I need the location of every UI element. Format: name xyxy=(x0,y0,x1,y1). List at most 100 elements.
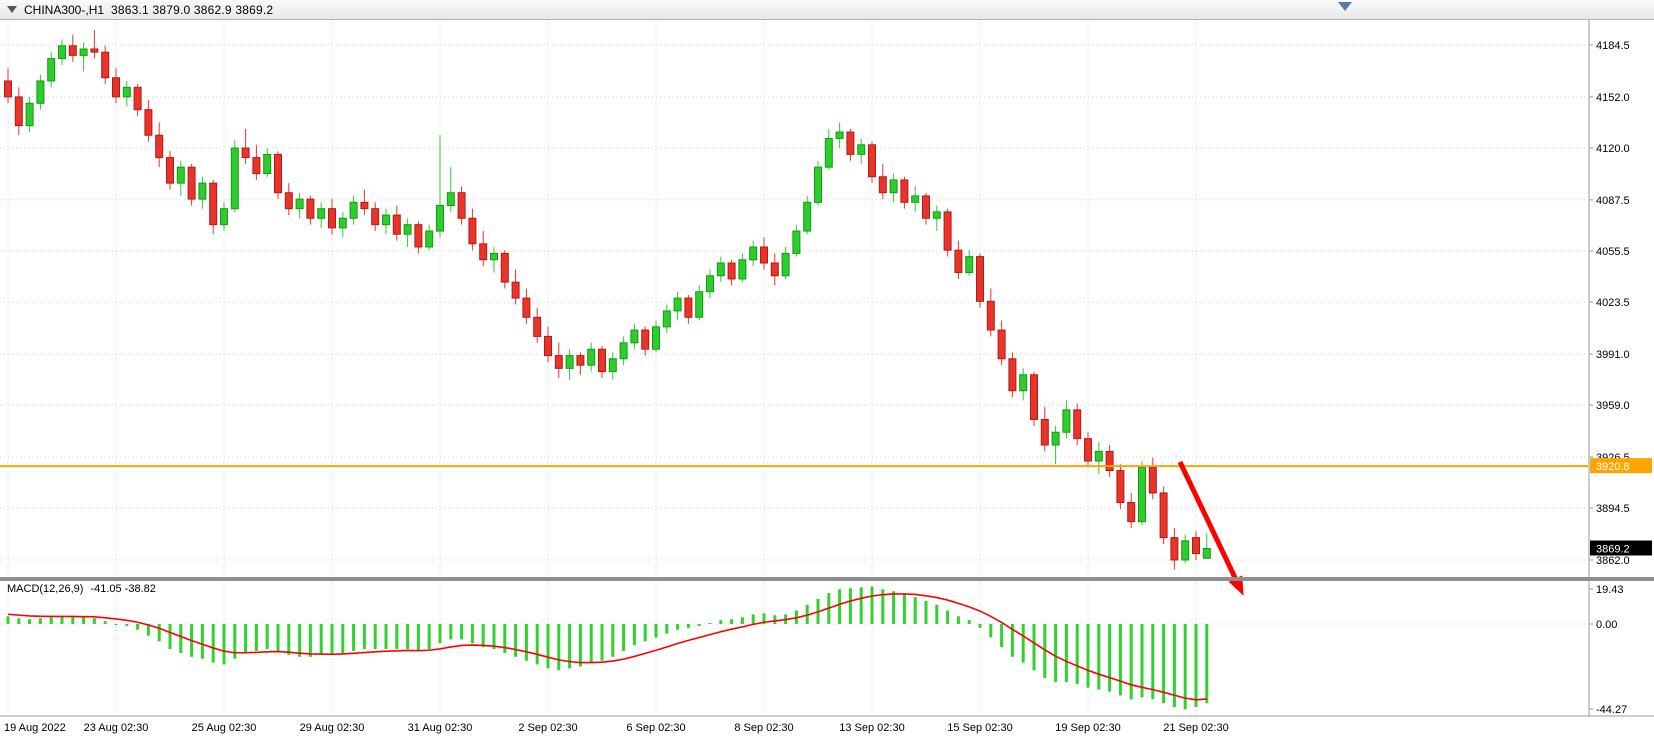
candle xyxy=(230,140,239,212)
macd-histogram-bar xyxy=(654,624,658,638)
price-axis-label: 4087.5 xyxy=(1596,195,1630,207)
candle xyxy=(1094,441,1103,474)
macd-histogram-bar xyxy=(751,614,755,624)
candle-body xyxy=(932,211,941,219)
candle-body xyxy=(576,355,585,366)
macd-histogram-bar xyxy=(1205,624,1209,704)
candle xyxy=(846,128,855,161)
candle xyxy=(1116,464,1125,509)
candle xyxy=(760,237,768,270)
panel-separator[interactable] xyxy=(0,577,1654,581)
macd-histogram-bar xyxy=(902,594,906,624)
price-scale[interactable]: 4184.5 4152.0 4120.0 4087.5 4055.5 4023.5 3991… xyxy=(1588,20,1654,754)
candle xyxy=(1105,445,1114,477)
candle-body xyxy=(662,310,671,328)
candle-body xyxy=(371,208,380,226)
candle xyxy=(1084,432,1092,468)
price-scale-bg[interactable] xyxy=(1589,20,1654,754)
macd-histogram-bar xyxy=(1108,624,1112,692)
macd-histogram-bar xyxy=(6,616,10,624)
candle xyxy=(716,256,725,283)
candle-body xyxy=(965,256,974,274)
macd-histogram-bar xyxy=(146,624,150,636)
macd-histogram-bar xyxy=(1129,624,1133,700)
chart-shift-marker[interactable] xyxy=(1338,2,1352,11)
candle xyxy=(79,42,88,72)
candle xyxy=(317,202,326,228)
candle-body xyxy=(479,243,488,261)
candle xyxy=(587,342,596,372)
candle-body xyxy=(4,80,12,98)
macd-histogram-bar xyxy=(524,624,528,661)
symbol-title: CHINA300-,H1 xyxy=(24,2,105,17)
macd-histogram-bar xyxy=(49,617,53,624)
time-axis-label: 15 Sep 02:30 xyxy=(947,722,1012,734)
macd-histogram-bar xyxy=(913,596,917,624)
macd-histogram-bar xyxy=(578,624,582,667)
macd-axis-label: 19.43 xyxy=(1596,584,1624,596)
candle xyxy=(932,205,941,232)
time-axis-label: 2 Sep 02:30 xyxy=(518,722,577,734)
candle-body xyxy=(263,153,272,175)
candle xyxy=(274,151,282,200)
macd-signal-line xyxy=(7,593,1207,701)
candle-body xyxy=(792,230,801,254)
macd-histogram-bar xyxy=(686,624,690,628)
candle xyxy=(706,269,714,299)
candle xyxy=(1181,534,1190,564)
candle-body xyxy=(824,137,833,168)
candle xyxy=(284,183,293,216)
candle xyxy=(101,45,110,85)
candle xyxy=(943,208,952,257)
candle-body xyxy=(544,335,552,357)
macd-histogram-bar xyxy=(362,624,366,650)
candle xyxy=(209,179,218,235)
macd-histogram-bar xyxy=(1118,624,1122,696)
candle-body xyxy=(468,217,477,245)
macd-histogram-bar xyxy=(427,624,431,650)
macd-histogram-bar xyxy=(298,624,302,657)
indicator-values: -41.05 -38.82 xyxy=(90,583,156,595)
price-axis-label: 4152.0 xyxy=(1596,92,1630,104)
candle-body xyxy=(835,131,844,139)
candle-body xyxy=(1181,540,1190,561)
candle-body xyxy=(500,252,509,283)
macd-histogram-bar xyxy=(859,587,863,624)
candle xyxy=(1192,531,1200,561)
candle-body xyxy=(781,252,790,277)
candle-body xyxy=(144,109,153,136)
trend-arrow-shaft[interactable] xyxy=(1177,460,1241,586)
macd-histogram-bar xyxy=(470,624,474,644)
candle xyxy=(857,138,866,164)
candle-body xyxy=(1192,537,1200,555)
macd-histogram-bar xyxy=(1194,624,1198,707)
candle xyxy=(695,285,704,321)
macd-histogram-bar xyxy=(38,618,42,624)
macd-histogram-bar xyxy=(978,624,982,628)
candle xyxy=(792,224,801,257)
candle xyxy=(868,141,876,184)
macd-histogram-bar xyxy=(276,624,280,652)
candle-body xyxy=(68,45,77,56)
macd-histogram-bar xyxy=(1010,624,1014,657)
macd-histogram-bar xyxy=(870,586,874,624)
macd-histogram-bar xyxy=(1021,624,1025,663)
macd-histogram-bar xyxy=(503,624,507,653)
candle xyxy=(306,195,315,225)
candle-body xyxy=(619,342,628,360)
candle-body xyxy=(652,326,660,350)
macd-histogram-bar xyxy=(514,624,518,657)
candle xyxy=(14,87,23,136)
candle-body xyxy=(954,249,963,274)
candle xyxy=(544,326,552,362)
candle-body xyxy=(1170,537,1179,561)
macd-histogram-bar xyxy=(611,624,615,657)
macd-histogram-bar xyxy=(179,624,183,653)
time-scale[interactable]: 19 Aug 2022 23 Aug 02:30 25 Aug 02:30 29 Au… xyxy=(0,715,1654,734)
candle-body xyxy=(1062,409,1071,433)
candlestick-series xyxy=(4,29,1211,570)
candle-body xyxy=(90,48,99,53)
candle-body xyxy=(684,297,693,318)
hline-price-tag xyxy=(1590,458,1652,474)
